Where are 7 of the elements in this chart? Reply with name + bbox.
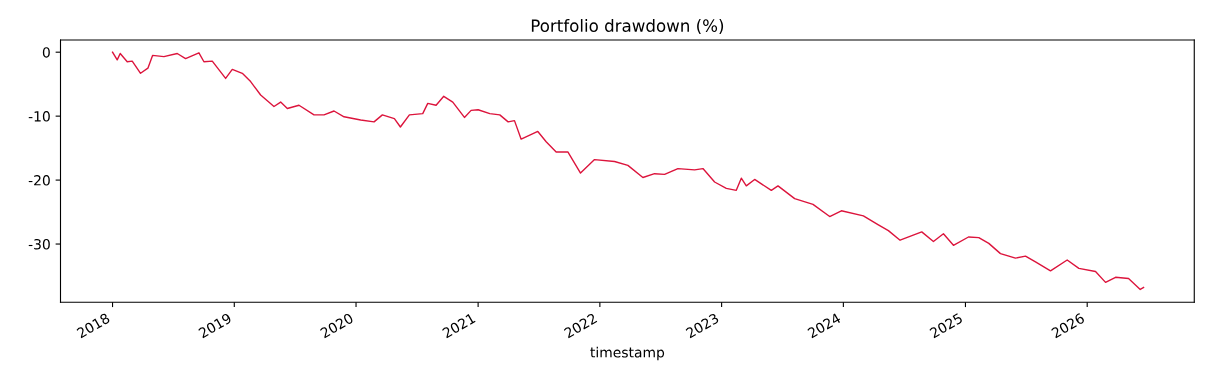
- y-tick-label: -30: [28, 239, 50, 250]
- y-tick-label: -20: [28, 175, 50, 186]
- chart-title: Portfolio drawdown (%): [531, 19, 724, 34]
- x-axis-title: timestamp: [590, 346, 665, 361]
- line-series: [111, 51, 1145, 291]
- y-tick-label: 0: [42, 47, 50, 58]
- y-tick-label: -10: [28, 111, 50, 122]
